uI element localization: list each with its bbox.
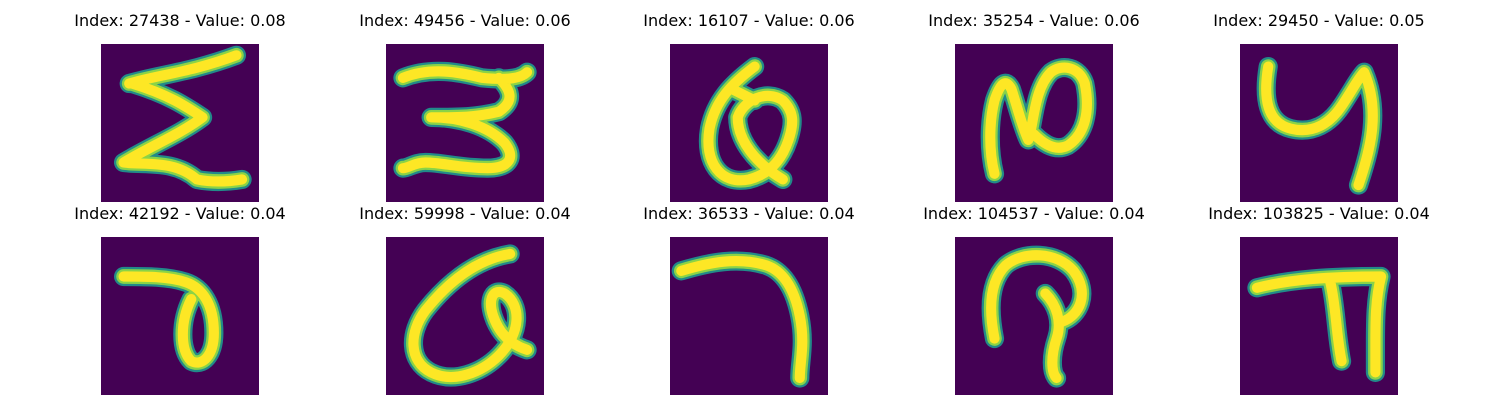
panel-9: Index: 104537 - Value: 0.04	[892, 203, 1176, 395]
panel-title: Index: 16107 - Value: 0.06	[643, 11, 855, 30]
panel-title: Index: 29450 - Value: 0.05	[1213, 11, 1425, 30]
panel-3: Index: 16107 - Value: 0.06	[607, 10, 891, 202]
panel-title: Index: 49456 - Value: 0.06	[359, 11, 571, 30]
alpha-loop-icon	[386, 237, 544, 395]
angle-shape-icon	[1240, 237, 1398, 395]
hook-shape-icon	[955, 237, 1113, 395]
panel-10: Index: 103825 - Value: 0.04	[1177, 203, 1461, 395]
panel-title: Index: 42192 - Value: 0.04	[74, 204, 286, 223]
y-shape-icon	[1240, 44, 1398, 202]
panel-1: Index: 27438 - Value: 0.08	[38, 10, 322, 202]
panel-6: Index: 42192 - Value: 0.04	[38, 203, 322, 395]
panel-title: Index: 104537 - Value: 0.04	[923, 204, 1145, 223]
panel-5: Index: 29450 - Value: 0.05	[1177, 10, 1461, 202]
panel-8: Index: 36533 - Value: 0.04	[607, 203, 891, 395]
three-like-icon	[386, 44, 544, 202]
panel-7: Index: 59998 - Value: 0.04	[323, 203, 607, 395]
panel-2: Index: 49456 - Value: 0.06	[323, 10, 607, 202]
hook-loop-icon	[101, 237, 259, 395]
panel-4: Index: 35254 - Value: 0.06	[892, 10, 1176, 202]
panel-title: Index: 27438 - Value: 0.08	[74, 11, 286, 30]
panel-title: Index: 35254 - Value: 0.06	[928, 11, 1140, 30]
sigma-like-icon	[101, 44, 259, 202]
panel-title: Index: 59998 - Value: 0.04	[359, 204, 571, 223]
panel-title: Index: 103825 - Value: 0.04	[1208, 204, 1430, 223]
n-shape-icon	[955, 44, 1113, 202]
alpha-loop-icon	[670, 44, 828, 202]
panel-title: Index: 36533 - Value: 0.04	[643, 204, 855, 223]
seven-shape-icon	[670, 237, 828, 395]
